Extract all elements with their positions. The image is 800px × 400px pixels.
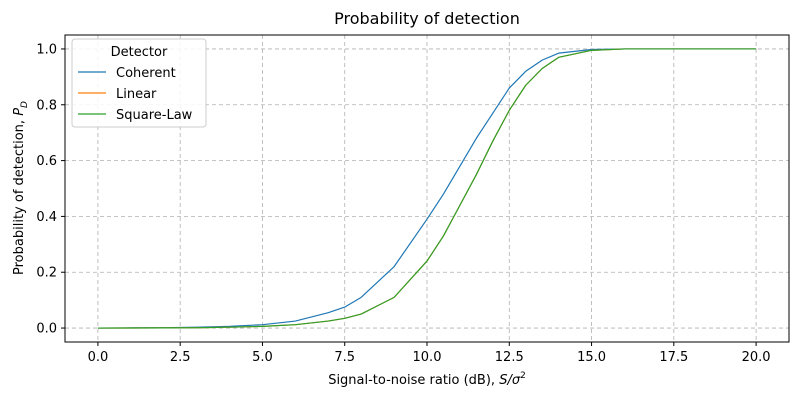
y-axis-label-math: P <box>12 108 27 116</box>
y-axis-label-text: Probability of detection, <box>12 116 27 275</box>
x-tick-label: 20.0 <box>742 350 771 365</box>
x-tick-label: 15.0 <box>577 350 606 365</box>
chart-title: Probability of detection <box>334 9 520 28</box>
legend: Detector Coherent Linear Square-Law <box>71 38 207 128</box>
legend-entries: Coherent Linear Square-Law <box>78 66 193 123</box>
y-tick-label: 0.8 <box>36 98 57 113</box>
y-tick-label: 0.0 <box>36 322 57 337</box>
y-tick-label: 0.2 <box>36 266 57 281</box>
y-tick-label: 0.4 <box>36 210 57 225</box>
x-tick-label: 10.0 <box>413 350 442 365</box>
y-tick-label: 0.6 <box>36 154 57 169</box>
legend-label-coherent: Coherent <box>116 66 176 81</box>
legend-box <box>71 38 207 128</box>
legend-title: Detector <box>111 45 168 60</box>
y-axis-label: Probability of detection, PD <box>12 101 30 275</box>
x-tick-label: 7.5 <box>334 350 355 365</box>
axis-ticks: 0.0 2.5 5.0 7.5 10.0 12.5 15.0 17.5 20.0 0.0 0.2 0.… <box>36 42 770 365</box>
x-tick-label: 0.0 <box>88 350 109 365</box>
legend-label-linear: Linear <box>116 87 157 102</box>
x-tick-label: 5.0 <box>252 350 273 365</box>
x-axis-label-text: Signal-to-noise ratio (dB), <box>328 373 499 388</box>
y-axis-label-sub: D <box>20 101 30 108</box>
x-tick-label: 12.5 <box>495 350 524 365</box>
y-tick-label: 1.0 <box>36 42 57 57</box>
x-axis-label-math: S/σ <box>499 373 521 388</box>
legend-label-square-law: Square-Law <box>116 108 193 123</box>
x-axis-label: Signal-to-noise ratio (dB), S/σ2 <box>328 371 526 388</box>
series-lines <box>97 48 757 329</box>
x-tick-label: 17.5 <box>659 350 688 365</box>
series-line-square-law <box>97 48 757 329</box>
x-tick-label: 2.5 <box>170 350 191 365</box>
x-axis-label-sup: 2 <box>520 371 526 381</box>
